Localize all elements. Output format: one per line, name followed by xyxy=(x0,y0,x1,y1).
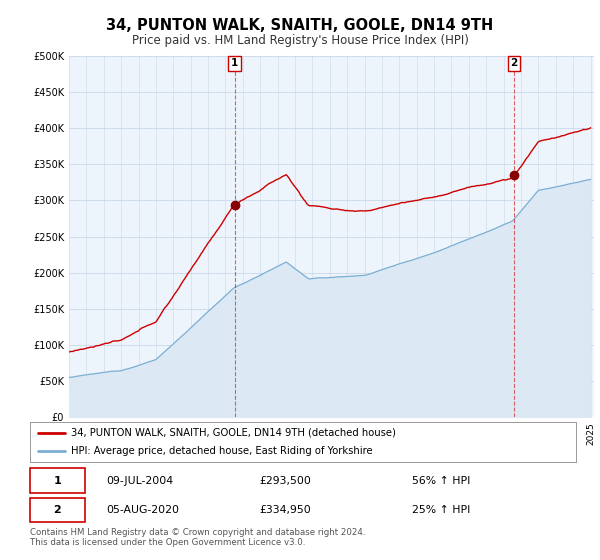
Text: 56% ↑ HPI: 56% ↑ HPI xyxy=(412,475,470,486)
Text: Contains HM Land Registry data © Crown copyright and database right 2024.
This d: Contains HM Land Registry data © Crown c… xyxy=(30,528,365,547)
FancyBboxPatch shape xyxy=(30,468,85,493)
FancyBboxPatch shape xyxy=(30,498,85,522)
Text: 34, PUNTON WALK, SNAITH, GOOLE, DN14 9TH (detached house): 34, PUNTON WALK, SNAITH, GOOLE, DN14 9TH… xyxy=(71,428,396,437)
Text: 2: 2 xyxy=(511,58,518,68)
Text: £334,950: £334,950 xyxy=(259,505,311,515)
Text: £293,500: £293,500 xyxy=(259,475,311,486)
Text: 2: 2 xyxy=(53,505,61,515)
Text: 25% ↑ HPI: 25% ↑ HPI xyxy=(412,505,470,515)
Text: 1: 1 xyxy=(53,475,61,486)
Text: 05-AUG-2020: 05-AUG-2020 xyxy=(106,505,179,515)
Text: 09-JUL-2004: 09-JUL-2004 xyxy=(106,475,173,486)
Text: Price paid vs. HM Land Registry's House Price Index (HPI): Price paid vs. HM Land Registry's House … xyxy=(131,34,469,46)
Text: 1: 1 xyxy=(231,58,238,68)
Text: 34, PUNTON WALK, SNAITH, GOOLE, DN14 9TH: 34, PUNTON WALK, SNAITH, GOOLE, DN14 9TH xyxy=(106,18,494,33)
Text: HPI: Average price, detached house, East Riding of Yorkshire: HPI: Average price, detached house, East… xyxy=(71,446,373,456)
